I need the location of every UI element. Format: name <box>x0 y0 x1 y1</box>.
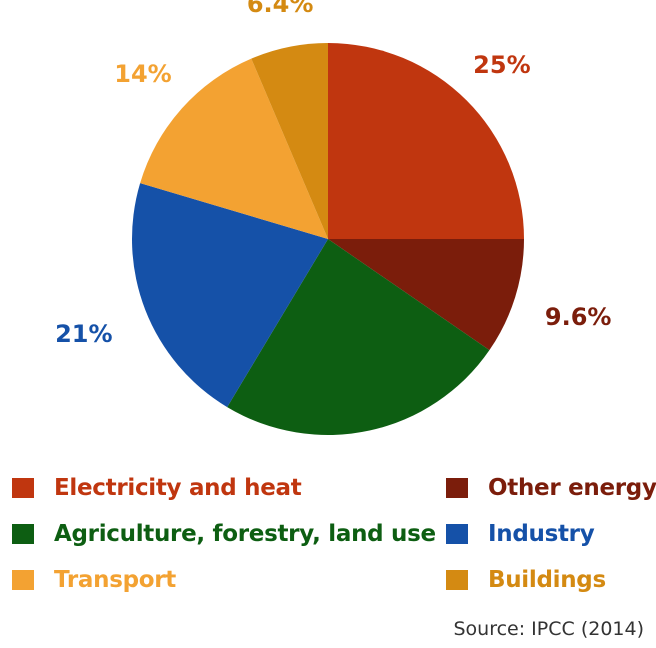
legend-item-agriculture-forestry-land-use: Agriculture, forestry, land use <box>12 516 436 552</box>
pie-slice-electricity-and-heat <box>328 43 524 239</box>
legend-item-other-energy: Other energy <box>446 470 656 506</box>
pie-label-buildings: 6.4% <box>247 0 314 18</box>
legend-swatch-agriculture-forestry-land-use <box>12 524 34 544</box>
pie-slice-agriculture-forestry-land-use <box>227 239 490 436</box>
pie-labels: 25%9.6%24%21%14%6.4% <box>55 0 612 348</box>
pie-label-industry: 21% <box>55 320 112 348</box>
legend-item-industry: Industry <box>446 516 595 552</box>
pie-label-other-energy: 9.6% <box>545 303 612 331</box>
legend: Electricity and heat Other energy Agricu… <box>0 470 656 610</box>
legend-item-buildings: Buildings <box>446 562 606 598</box>
legend-swatch-electricity-and-heat <box>12 478 34 498</box>
legend-item-electricity-and-heat: Electricity and heat <box>12 470 302 506</box>
pie-label-electricity-and-heat: 25% <box>473 51 530 79</box>
pie-slice-other-energy <box>328 239 524 351</box>
legend-label-buildings: Buildings <box>488 567 606 593</box>
pie-label-transport: 14% <box>114 60 171 88</box>
legend-label-industry: Industry <box>488 521 595 547</box>
legend-swatch-other-energy <box>446 478 468 498</box>
pie-slice-buildings <box>251 43 328 239</box>
legend-item-transport: Transport <box>12 562 176 598</box>
pie-chart: 25%9.6%24%21%14%6.4% <box>55 0 612 436</box>
legend-label-transport: Transport <box>54 567 176 593</box>
pie-slice-transport <box>140 58 328 239</box>
legend-swatch-transport <box>12 570 34 590</box>
legend-label-electricity-and-heat: Electricity and heat <box>54 475 302 501</box>
source-note: Source: IPCC (2014) <box>453 618 644 640</box>
legend-swatch-buildings <box>446 570 468 590</box>
legend-swatch-industry <box>446 524 468 544</box>
pie-slices <box>132 43 524 436</box>
legend-label-other-energy: Other energy <box>488 475 656 501</box>
pie-slice-industry <box>132 183 328 408</box>
legend-label-agriculture-forestry-land-use: Agriculture, forestry, land use <box>54 521 436 547</box>
